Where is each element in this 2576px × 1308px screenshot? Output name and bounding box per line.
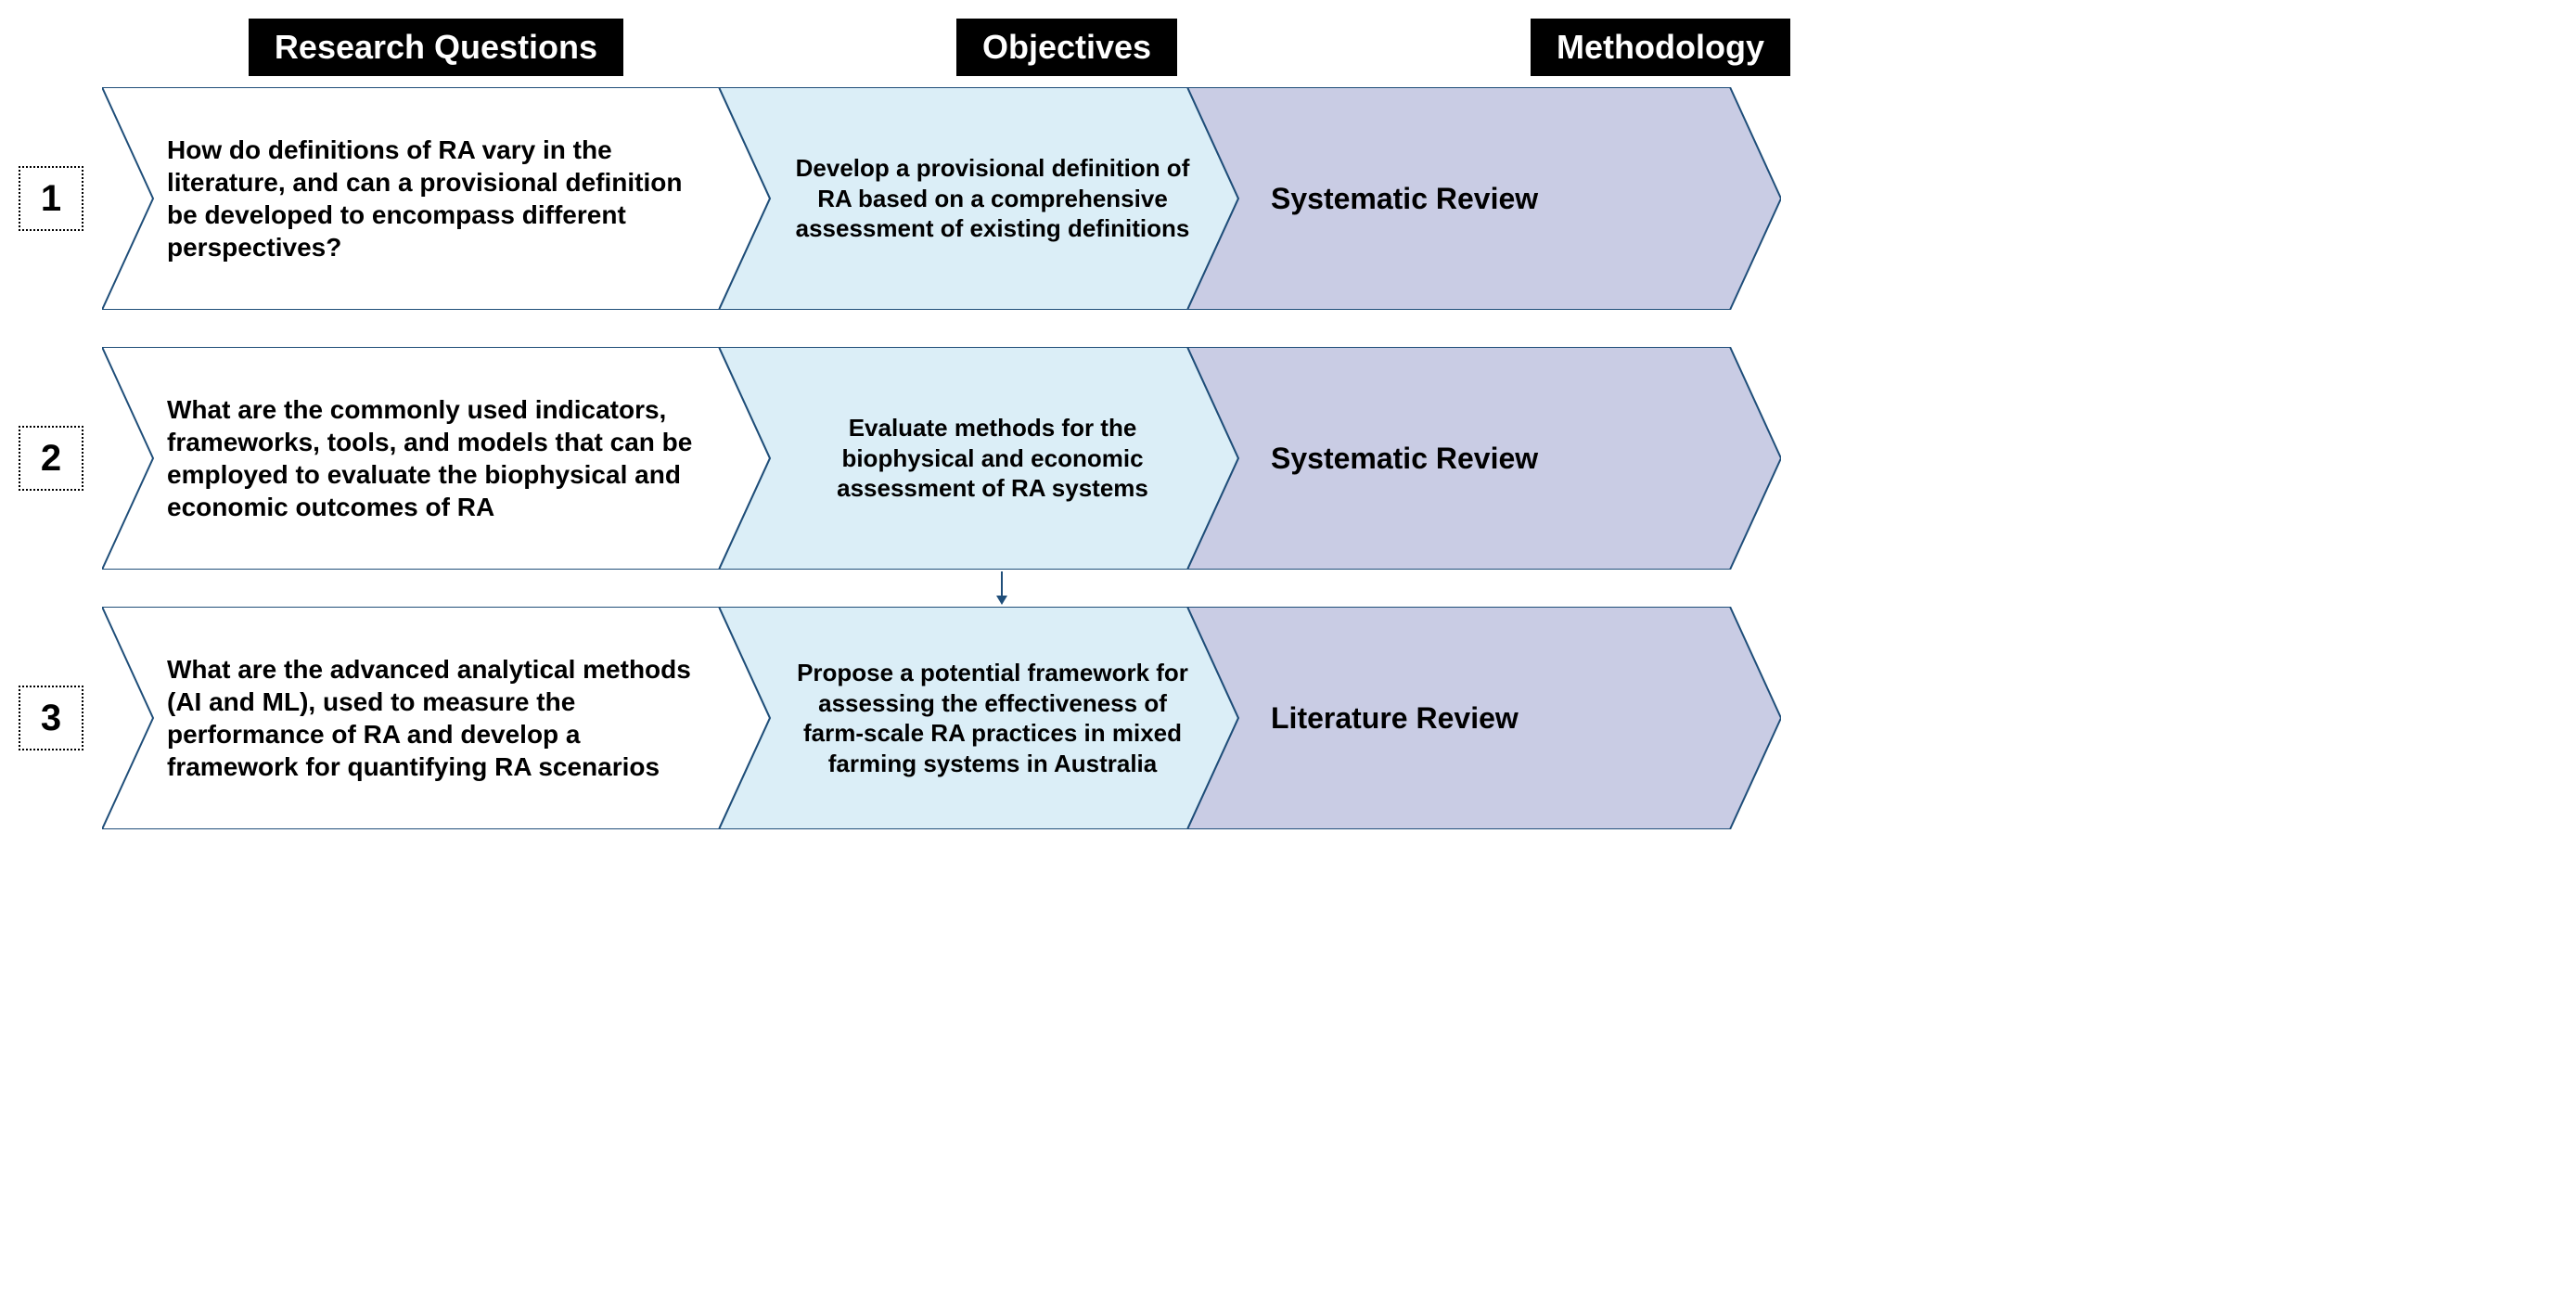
row-number: 2 [19,426,83,491]
objective-chevron: Evaluate methods for the biophysical and… [719,347,1238,570]
flow-row: 2 What are the commonly used indicators,… [19,347,2557,570]
question-chevron: How do definitions of RA vary in the lit… [102,87,770,310]
objective-chevron: Develop a provisional definition of RA b… [719,87,1238,310]
header-questions: Research Questions [249,19,623,76]
flow-row: 3 What are the advanced analytical metho… [19,607,2557,829]
down-arrow-icon [993,571,1011,605]
objective-text: Develop a provisional definition of RA b… [784,153,1211,244]
question-chevron: What are the commonly used indicators, f… [102,347,770,570]
objective-chevron: Propose a potential framework for assess… [719,607,1238,829]
objective-text: Propose a potential framework for assess… [784,658,1211,778]
methodology-text: Systematic Review [1252,181,1538,216]
methodology-chevron: Literature Review [1187,607,1781,829]
flow-row: 1 How do definitions of RA vary in the l… [19,87,2557,310]
question-text: What are the commonly used indicators, f… [167,393,742,523]
methodology-chevron: Systematic Review [1187,347,1781,570]
question-text: What are the advanced analytical methods… [167,653,742,783]
methodology-chevron: Systematic Review [1187,87,1781,310]
research-flow-diagram: Research Questions Objectives Methodolog… [19,19,2557,829]
methodology-text: Systematic Review [1252,441,1538,476]
objective-text: Evaluate methods for the biophysical and… [784,413,1211,504]
methodology-text: Literature Review [1252,700,1519,736]
question-chevron: What are the advanced analytical methods… [102,607,770,829]
header-row: Research Questions Objectives Methodolog… [19,19,2557,76]
row-number: 1 [19,166,83,231]
header-objectives: Objectives [956,19,1177,76]
header-methodology: Methodology [1531,19,1790,76]
question-text: How do definitions of RA vary in the lit… [167,134,742,263]
row-number: 3 [19,686,83,750]
